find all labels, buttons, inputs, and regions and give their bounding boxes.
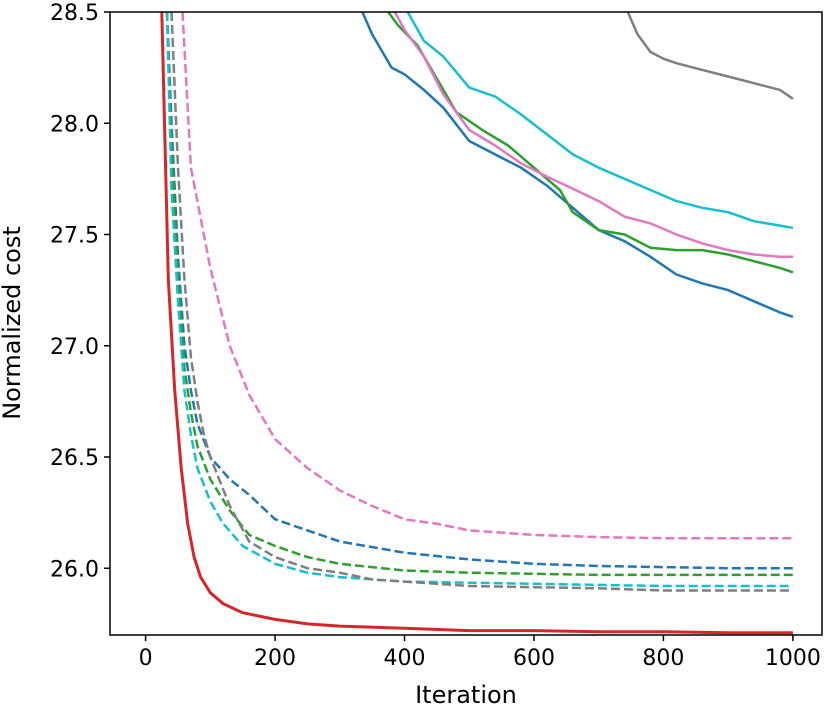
y-tick-label: 28.5: [50, 1, 99, 26]
series-line-5: [170, 12, 793, 592]
series-line-4: [165, 12, 793, 588]
x-axis: 0 200 400 600 800 1000: [139, 635, 821, 671]
x-tick-label: 200: [254, 646, 296, 671]
series-line-3: [165, 12, 793, 577]
x-tick-label: 1000: [765, 646, 821, 671]
y-tick-label: 28.0: [50, 112, 99, 137]
series-line-7: [361, 12, 794, 318]
series-line-10: [406, 12, 794, 230]
x-tick-label: 800: [642, 646, 684, 671]
series-line-2: [165, 12, 793, 570]
series-layer: [160, 12, 794, 635]
y-tick-label: 26.0: [50, 557, 99, 582]
y-tick-label: 26.5: [50, 446, 99, 471]
series-line-8: [387, 12, 794, 274]
series-line-9: [393, 12, 793, 259]
x-tick-label: 0: [139, 646, 153, 671]
x-tick-label: 600: [513, 646, 555, 671]
y-axis-title: Normalized cost: [0, 226, 26, 420]
y-axis: 26.0 26.5 27.0 27.5 28.0 28.5: [50, 1, 110, 582]
series-line-1: [160, 12, 793, 635]
series-line-11: [626, 12, 794, 100]
y-tick-label: 27.0: [50, 335, 99, 360]
series-line-6: [181, 12, 793, 540]
x-tick-label: 400: [384, 646, 426, 671]
x-axis-title: Iteration: [415, 681, 517, 708]
plot-frame: [109, 11, 823, 636]
y-tick-label: 27.5: [50, 224, 99, 249]
